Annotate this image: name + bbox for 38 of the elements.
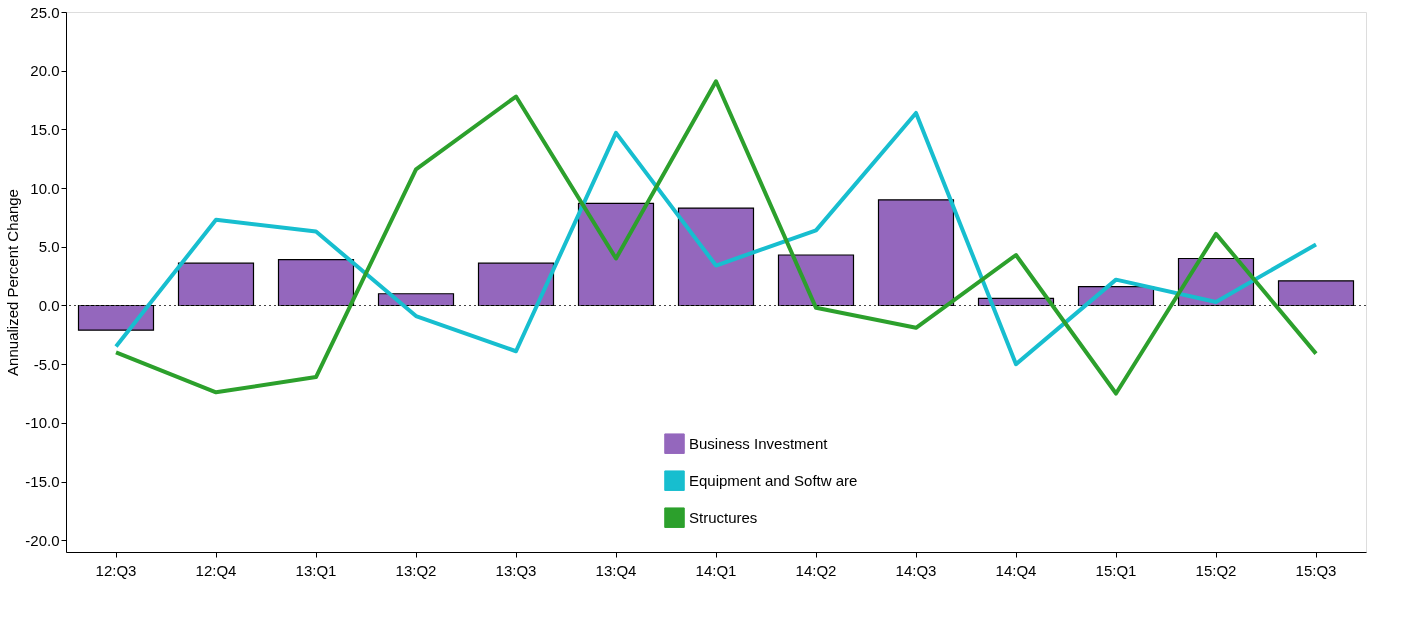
legend-label: Equipment and Softw are xyxy=(689,471,858,489)
y-tick-label: 5.0 xyxy=(38,238,60,256)
bar xyxy=(277,259,355,307)
bar xyxy=(77,304,155,331)
y-tick-label: 10.0 xyxy=(30,179,60,197)
x-tick-label: 12:Q3 xyxy=(95,561,137,579)
bar xyxy=(1277,280,1355,307)
legend-label: Business Investment xyxy=(689,434,829,452)
x-tick-label: 15:Q3 xyxy=(1295,561,1337,579)
y-tick-label: 15.0 xyxy=(30,120,60,138)
x-tick-label: 15:Q2 xyxy=(1195,561,1237,579)
x-tick-label: 13:Q3 xyxy=(495,561,537,579)
bar xyxy=(677,207,755,307)
bar xyxy=(177,262,255,307)
x-tick-label: 13:Q2 xyxy=(395,561,437,579)
y-tick-label: -5.0 xyxy=(33,355,60,373)
y-axis-title: Annualized Percent Change xyxy=(4,189,22,376)
y-tick-label: -15.0 xyxy=(25,473,60,491)
bar xyxy=(577,202,655,307)
legend-label: Structures xyxy=(689,508,758,526)
x-tick-label: 14:Q1 xyxy=(695,561,737,579)
x-tick-label: 12:Q4 xyxy=(195,561,237,579)
y-tick-label: 20.0 xyxy=(30,62,60,80)
line-series xyxy=(114,110,1318,367)
y-tick-label: -20.0 xyxy=(25,531,60,549)
y-tick-label: 0.0 xyxy=(38,296,60,314)
x-tick-label: 14:Q2 xyxy=(795,561,837,579)
bar xyxy=(877,199,955,307)
bar xyxy=(477,262,555,307)
bar xyxy=(777,254,855,307)
x-tick-label: 13:Q1 xyxy=(295,561,337,579)
line-series xyxy=(114,79,1318,396)
y-tick-label: 25.0 xyxy=(30,3,60,21)
x-tick-label: 14:Q4 xyxy=(995,561,1037,579)
y-tick-label: -10.0 xyxy=(25,414,60,432)
x-tick-label: 13:Q4 xyxy=(595,561,637,579)
x-tick-label: 14:Q3 xyxy=(895,561,937,579)
x-tick-label: 15:Q1 xyxy=(1095,561,1137,579)
